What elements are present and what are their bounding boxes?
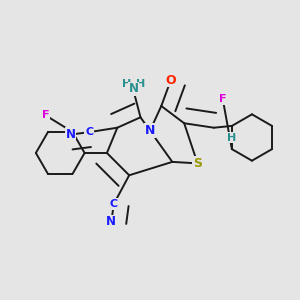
Text: H: H xyxy=(136,79,146,89)
Text: S: S xyxy=(193,157,202,170)
Text: N: N xyxy=(106,215,116,228)
Text: F: F xyxy=(42,110,49,120)
Text: O: O xyxy=(166,74,176,87)
Text: H: H xyxy=(226,133,236,142)
Text: F: F xyxy=(219,94,226,104)
Text: C: C xyxy=(110,199,118,209)
Text: N: N xyxy=(129,82,139,95)
Text: N: N xyxy=(145,124,155,137)
Text: H: H xyxy=(122,79,131,89)
Text: C: C xyxy=(85,127,93,137)
Text: N: N xyxy=(66,128,76,141)
